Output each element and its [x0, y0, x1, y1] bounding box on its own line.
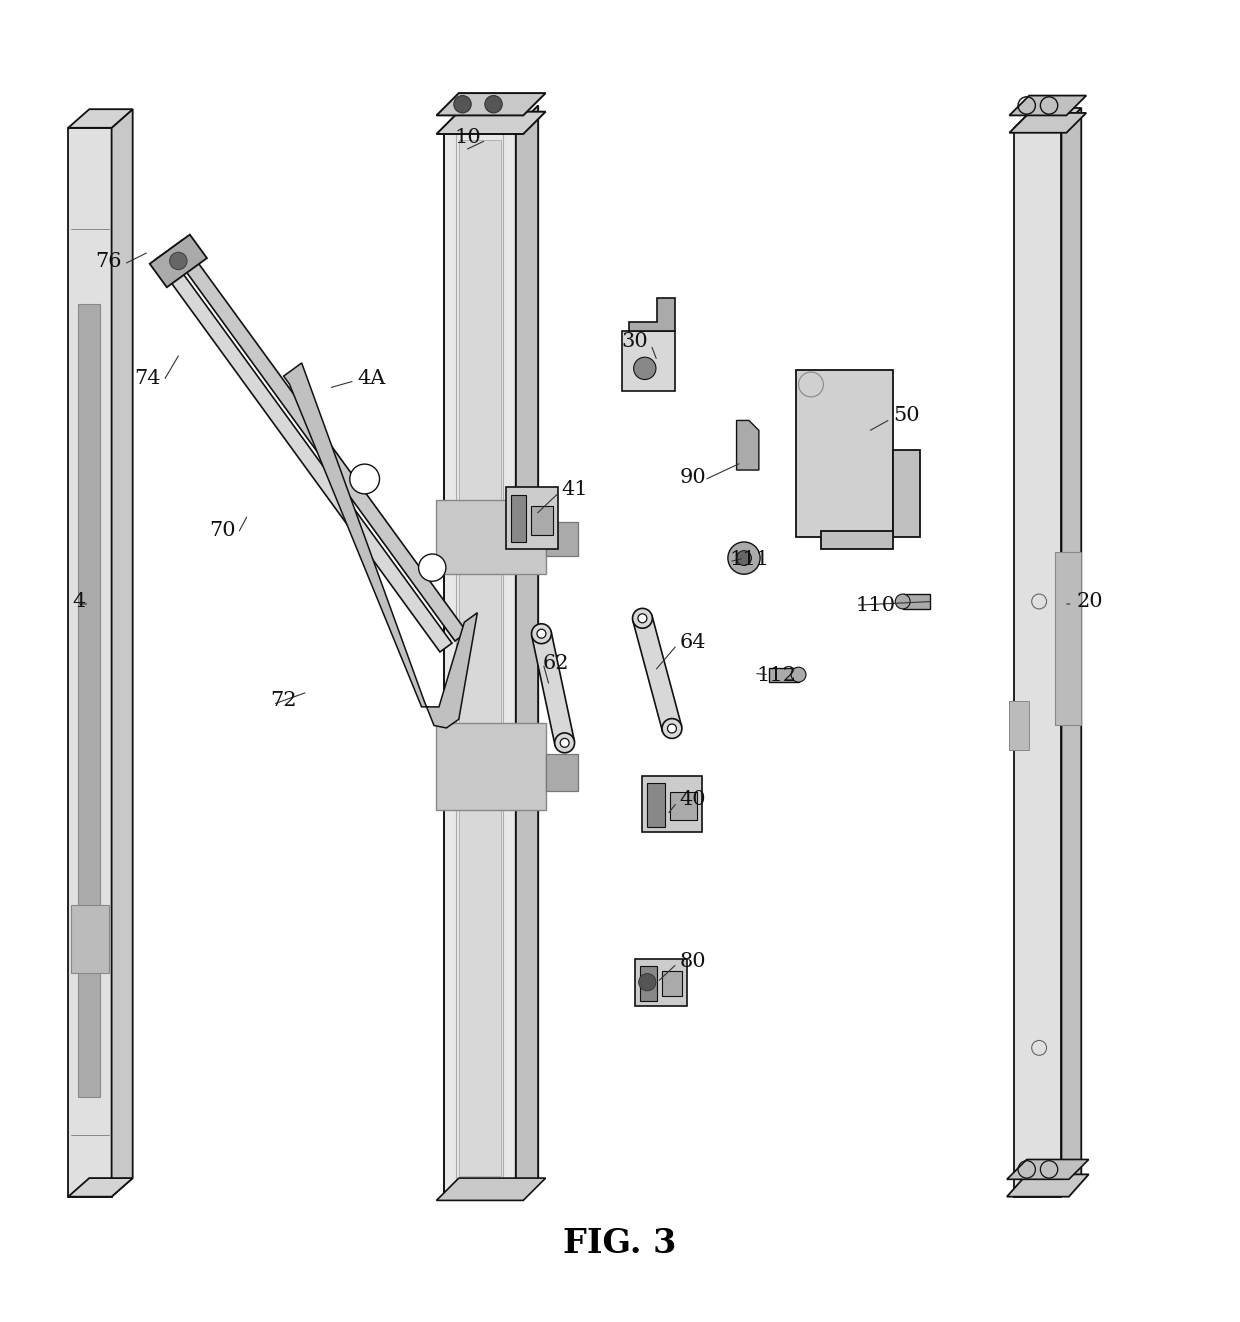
Text: 70: 70: [210, 521, 236, 541]
Polygon shape: [532, 632, 574, 744]
Text: 50: 50: [893, 406, 919, 424]
Circle shape: [637, 613, 647, 623]
Polygon shape: [903, 594, 930, 609]
Text: 74: 74: [135, 369, 161, 387]
Polygon shape: [670, 792, 697, 820]
Polygon shape: [170, 241, 467, 641]
Text: 72: 72: [270, 691, 296, 710]
Polygon shape: [436, 723, 546, 810]
Text: 10: 10: [454, 128, 481, 147]
Circle shape: [728, 542, 760, 574]
Polygon shape: [1007, 1159, 1089, 1179]
Text: 30: 30: [621, 332, 649, 350]
Polygon shape: [78, 304, 100, 1097]
Polygon shape: [737, 420, 759, 471]
Polygon shape: [546, 754, 578, 791]
Circle shape: [639, 973, 656, 992]
Polygon shape: [436, 500, 546, 574]
Circle shape: [667, 724, 677, 732]
Polygon shape: [629, 297, 675, 330]
Circle shape: [170, 253, 187, 270]
Circle shape: [554, 732, 574, 752]
Polygon shape: [1055, 551, 1081, 726]
Polygon shape: [1007, 1174, 1089, 1196]
Polygon shape: [68, 128, 112, 1196]
Polygon shape: [506, 488, 558, 550]
Polygon shape: [112, 110, 133, 1196]
Text: 41: 41: [562, 480, 588, 500]
Text: 40: 40: [680, 791, 706, 809]
Text: 111: 111: [729, 550, 769, 568]
Polygon shape: [150, 234, 207, 287]
Polygon shape: [1009, 701, 1029, 751]
Text: 112: 112: [756, 666, 796, 685]
Polygon shape: [769, 669, 799, 682]
Polygon shape: [1061, 108, 1081, 1196]
Circle shape: [662, 719, 682, 739]
Polygon shape: [546, 522, 578, 555]
Polygon shape: [662, 970, 682, 995]
Polygon shape: [68, 110, 133, 128]
Polygon shape: [516, 106, 538, 1200]
Polygon shape: [511, 494, 526, 542]
Polygon shape: [1009, 95, 1086, 115]
Polygon shape: [436, 111, 546, 134]
Polygon shape: [68, 1178, 133, 1196]
Circle shape: [791, 668, 806, 682]
Polygon shape: [284, 364, 477, 728]
Circle shape: [634, 357, 656, 379]
Polygon shape: [1014, 128, 1061, 1196]
Text: 64: 64: [680, 633, 706, 652]
Circle shape: [350, 464, 379, 494]
Polygon shape: [647, 783, 665, 828]
Circle shape: [419, 554, 446, 582]
Text: 20: 20: [1076, 592, 1102, 611]
Text: 4A: 4A: [357, 369, 386, 387]
Polygon shape: [821, 531, 893, 550]
Circle shape: [537, 629, 546, 639]
Polygon shape: [1009, 112, 1086, 132]
Circle shape: [632, 608, 652, 628]
Text: 76: 76: [95, 253, 122, 271]
Polygon shape: [632, 616, 682, 731]
Polygon shape: [459, 140, 501, 1175]
Circle shape: [454, 95, 471, 112]
Circle shape: [895, 594, 910, 609]
Polygon shape: [71, 906, 109, 973]
Text: 80: 80: [680, 952, 706, 970]
Circle shape: [560, 739, 569, 747]
Text: 90: 90: [680, 468, 707, 486]
Polygon shape: [155, 251, 451, 652]
Circle shape: [485, 95, 502, 112]
Polygon shape: [640, 966, 657, 1001]
Polygon shape: [436, 93, 546, 115]
Polygon shape: [444, 128, 516, 1200]
Polygon shape: [642, 776, 702, 832]
Text: 110: 110: [856, 596, 895, 615]
Polygon shape: [893, 451, 920, 537]
Text: 62: 62: [543, 654, 569, 673]
Polygon shape: [796, 370, 893, 537]
Polygon shape: [635, 958, 687, 1006]
Text: 4: 4: [72, 592, 86, 611]
Polygon shape: [1014, 108, 1081, 128]
Circle shape: [532, 624, 552, 644]
Polygon shape: [436, 1178, 546, 1200]
Text: FIG. 3: FIG. 3: [563, 1227, 677, 1260]
Polygon shape: [531, 506, 553, 534]
Polygon shape: [622, 330, 675, 391]
Circle shape: [737, 551, 751, 566]
